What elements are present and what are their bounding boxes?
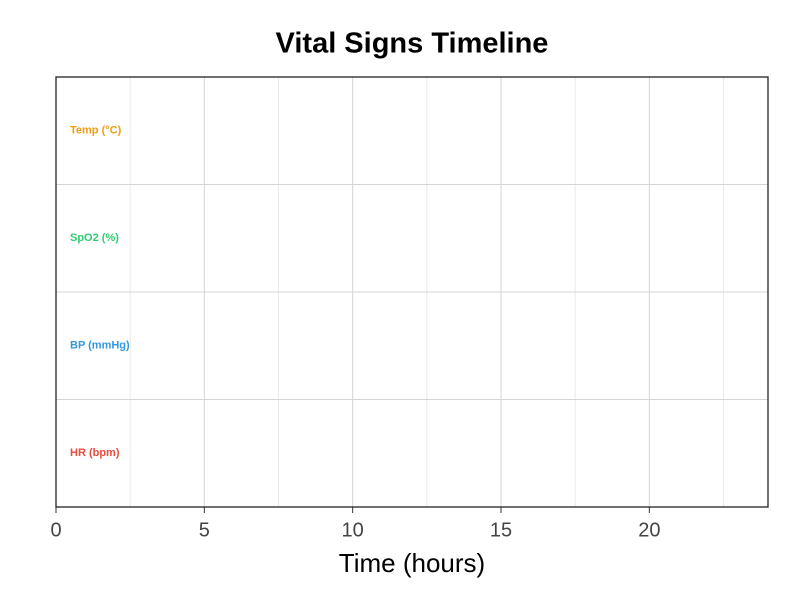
- row-label: HR (bpm): [70, 447, 120, 459]
- x-tick-label: 15: [490, 519, 512, 541]
- row-label: Temp (°C): [70, 125, 122, 137]
- row-label: SpO2 (%): [70, 232, 119, 244]
- x-tick-label: 0: [50, 519, 61, 541]
- plot-frame: [55, 76, 769, 508]
- x-tick-label: 10: [342, 519, 364, 541]
- chart-title: Vital Signs Timeline: [276, 28, 549, 60]
- x-tick-label: 20: [638, 519, 660, 541]
- x-axis-label: Time (hours): [339, 548, 485, 578]
- x-tick-label: 5: [199, 519, 210, 541]
- row-label: BP (mmHg): [70, 340, 130, 352]
